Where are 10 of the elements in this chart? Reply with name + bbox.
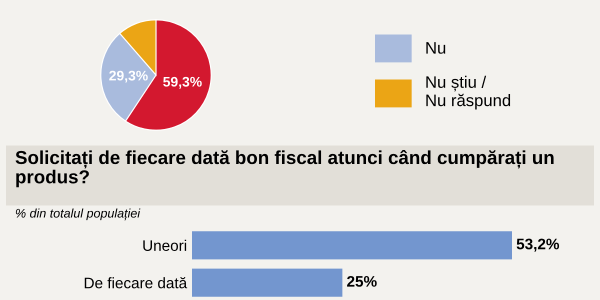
legend-label: Nu știu / Nu răspund (426, 76, 510, 110)
data-label: 59,3% (163, 76, 202, 89)
data-label: 53,2% (516, 238, 560, 252)
text: % din totalul populației (16, 208, 140, 220)
y-tick-label: De fiecare dată (84, 276, 188, 288)
legend-label: Nu (426, 42, 446, 54)
data-label: 25% (347, 276, 377, 287)
y-tick-label: Uneori (143, 240, 186, 251)
chart-title: Solicitați de fiecare dată bon fiscal atunci când cumpărați un produs? (16, 150, 554, 188)
data-label: 29,3% (109, 70, 148, 83)
